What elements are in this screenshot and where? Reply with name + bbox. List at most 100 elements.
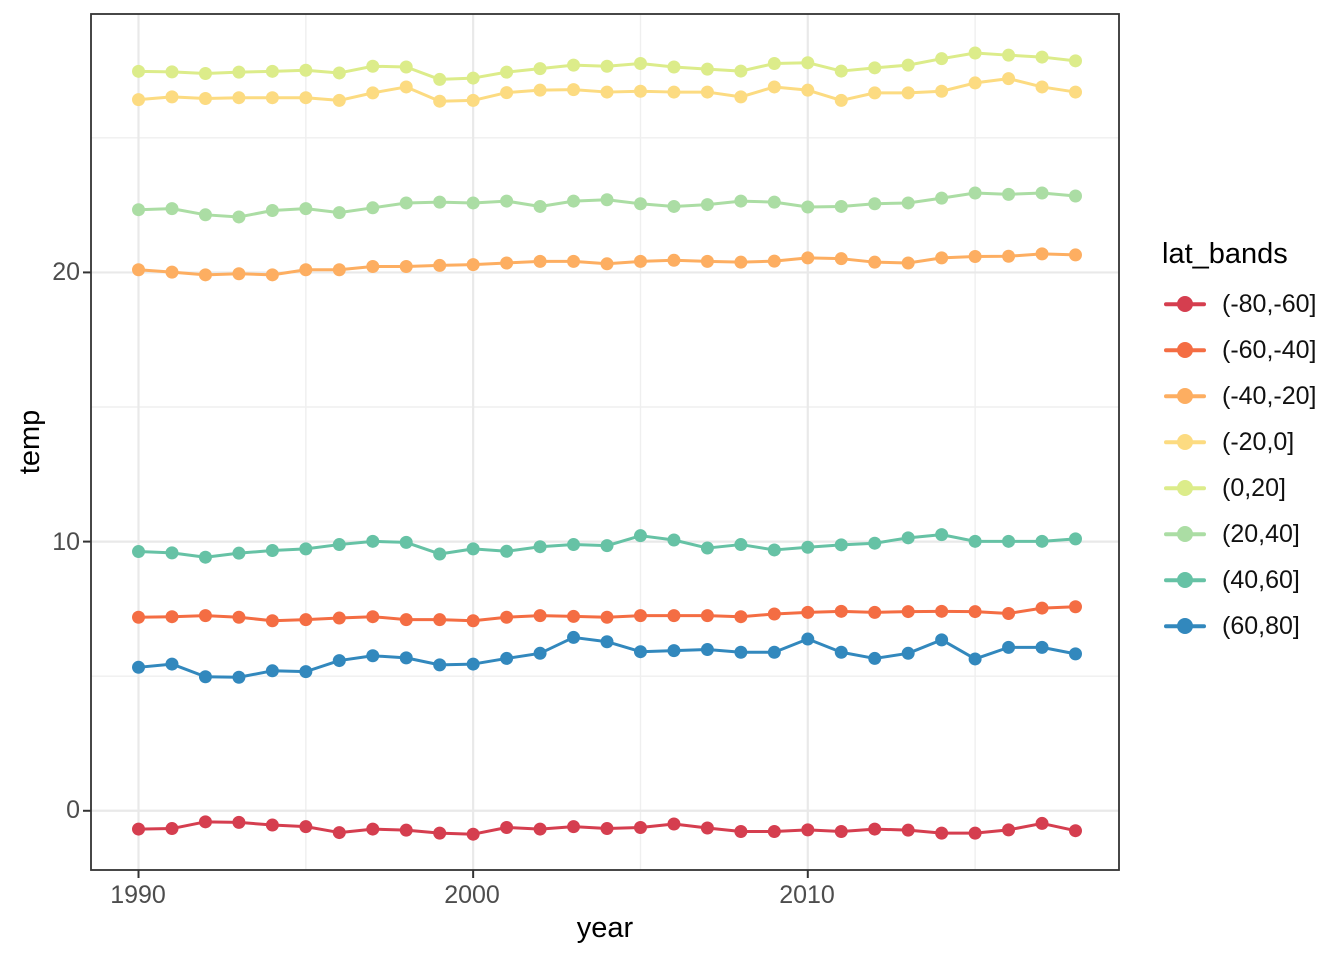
data-point (-20,0] 2003 — [567, 83, 581, 97]
data-point (-40,-20] 2007 — [700, 254, 714, 268]
data-point (20,40] 1992 — [198, 208, 212, 222]
panel-background — [91, 14, 1119, 870]
data-point (-40,-20] 2004 — [600, 257, 614, 271]
data-point (-20,0] 1997 — [366, 86, 380, 100]
legend-key-icon — [1164, 616, 1206, 636]
data-point (0,20] 1999 — [433, 72, 447, 86]
legend-key-dot — [1177, 480, 1193, 496]
legend-key-dot — [1177, 388, 1193, 404]
data-point (0,20] 2007 — [700, 62, 714, 76]
data-point (-20,0] 1999 — [433, 94, 447, 108]
data-point (-20,0] 2010 — [801, 83, 815, 97]
data-point (0,20] 2018 — [1068, 54, 1082, 68]
legend-entry: (-80,-60] — [1164, 281, 1316, 327]
data-point (-80,-60] 2005 — [633, 820, 647, 834]
data-point (-40,-20] 1993 — [232, 267, 246, 281]
data-point (0,20] 1994 — [265, 64, 279, 78]
data-point (60,80] 2001 — [500, 651, 514, 665]
data-point (-40,-20] 2018 — [1068, 248, 1082, 262]
data-point (-20,0] 2018 — [1068, 85, 1082, 99]
data-point (40,60] 2002 — [533, 540, 547, 554]
data-point (40,60] 2012 — [868, 536, 882, 550]
data-point (-40,-20] 2008 — [734, 255, 748, 269]
y-tick-label-0: 0 — [66, 796, 80, 824]
data-point (-60,-40] 1996 — [332, 611, 346, 625]
data-point (20,40] 2002 — [533, 199, 547, 213]
data-point (-60,-40] 1991 — [165, 610, 179, 624]
data-point (-20,0] 2005 — [633, 84, 647, 98]
data-point (20,40] 2015 — [968, 186, 982, 200]
legend-key-dot — [1177, 342, 1193, 358]
data-point (-80,-60] 2006 — [667, 817, 681, 831]
y-tick-label-20: 20 — [52, 258, 80, 286]
data-point (-80,-60] 1994 — [265, 818, 279, 832]
data-point (-20,0] 2015 — [968, 76, 982, 90]
data-point (60,80] 2013 — [901, 646, 915, 660]
data-point (20,40] 2004 — [600, 193, 614, 207]
data-point (20,40] 2016 — [1002, 187, 1016, 201]
data-point (0,20] 2013 — [901, 58, 915, 72]
legend-entry: (40,60] — [1164, 557, 1316, 603]
y-tick-label-10: 10 — [52, 528, 80, 556]
data-point (20,40] 1999 — [433, 195, 447, 209]
data-point (-80,-60] 2004 — [600, 822, 614, 836]
data-point (-60,-40] 1999 — [433, 613, 447, 627]
legend-key-icon — [1164, 478, 1206, 498]
data-point (40,60] 2001 — [500, 544, 514, 558]
data-point (40,60] 2017 — [1035, 534, 1049, 548]
legend-key-icon — [1164, 340, 1206, 360]
data-point (-20,0] 1993 — [232, 91, 246, 105]
legend-label: (0,20] — [1222, 473, 1286, 502]
data-point (-20,0] 1994 — [265, 91, 279, 105]
data-point (-20,0] 2009 — [767, 80, 781, 94]
data-point (60,80] 2007 — [700, 643, 714, 657]
data-point (-40,-20] 2014 — [935, 251, 949, 265]
data-point (-20,0] 2004 — [600, 85, 614, 99]
data-point (-80,-60] 2011 — [834, 825, 848, 839]
data-point (-80,-60] 2009 — [767, 825, 781, 839]
data-point (40,60] 2006 — [667, 533, 681, 547]
legend-label: (40,60] — [1222, 565, 1300, 594]
data-point (60,80] 1996 — [332, 654, 346, 668]
data-point (60,80] 1993 — [232, 670, 246, 684]
legend-title: lat_bands — [1162, 238, 1288, 270]
data-point (-80,-60] 2001 — [500, 820, 514, 834]
legend-key-icon — [1164, 432, 1206, 452]
data-point (-20,0] 1995 — [299, 91, 313, 105]
data-point (20,40] 1990 — [132, 203, 146, 217]
data-point (60,80] 2012 — [868, 651, 882, 665]
data-point (0,20] 2006 — [667, 60, 681, 74]
data-point (0,20] 1993 — [232, 65, 246, 79]
data-point (-20,0] 2012 — [868, 86, 882, 100]
data-point (-20,0] 2011 — [834, 93, 848, 107]
data-point (60,80] 2006 — [667, 644, 681, 658]
data-point (20,40] 1998 — [399, 196, 413, 210]
data-point (40,60] 2003 — [567, 538, 581, 552]
data-point (-60,-40] 1995 — [299, 613, 313, 627]
legend-key-icon — [1164, 524, 1206, 544]
data-point (60,80] 1994 — [265, 664, 279, 678]
data-point (40,60] 1998 — [399, 535, 413, 549]
data-point (-60,-40] 2007 — [700, 609, 714, 623]
data-point (40,60] 2015 — [968, 534, 982, 548]
data-point (40,60] 1997 — [366, 534, 380, 548]
data-point (-40,-20] 2001 — [500, 256, 514, 270]
data-point (0,20] 2009 — [767, 57, 781, 71]
data-point (-60,-40] 1993 — [232, 610, 246, 624]
data-point (-40,-20] 2010 — [801, 251, 815, 265]
data-point (-80,-60] 2018 — [1068, 824, 1082, 838]
data-point (-40,-20] 1996 — [332, 263, 346, 277]
data-point (60,80] 2011 — [834, 645, 848, 659]
data-point (0,20] 2010 — [801, 56, 815, 70]
data-point (20,40] 2018 — [1068, 189, 1082, 203]
data-point (20,40] 2014 — [935, 191, 949, 205]
data-point (40,60] 1990 — [132, 545, 146, 559]
data-point (-60,-40] 2013 — [901, 605, 915, 619]
data-point (0,20] 2002 — [533, 62, 547, 76]
data-point (-60,-40] 2018 — [1068, 600, 1082, 614]
data-point (-40,-20] 2000 — [466, 258, 480, 272]
data-point (-60,-40] 2016 — [1002, 606, 1016, 620]
data-point (-40,-20] 2003 — [567, 254, 581, 268]
data-point (60,80] 2018 — [1068, 647, 1082, 661]
data-point (-60,-40] 2010 — [801, 605, 815, 619]
